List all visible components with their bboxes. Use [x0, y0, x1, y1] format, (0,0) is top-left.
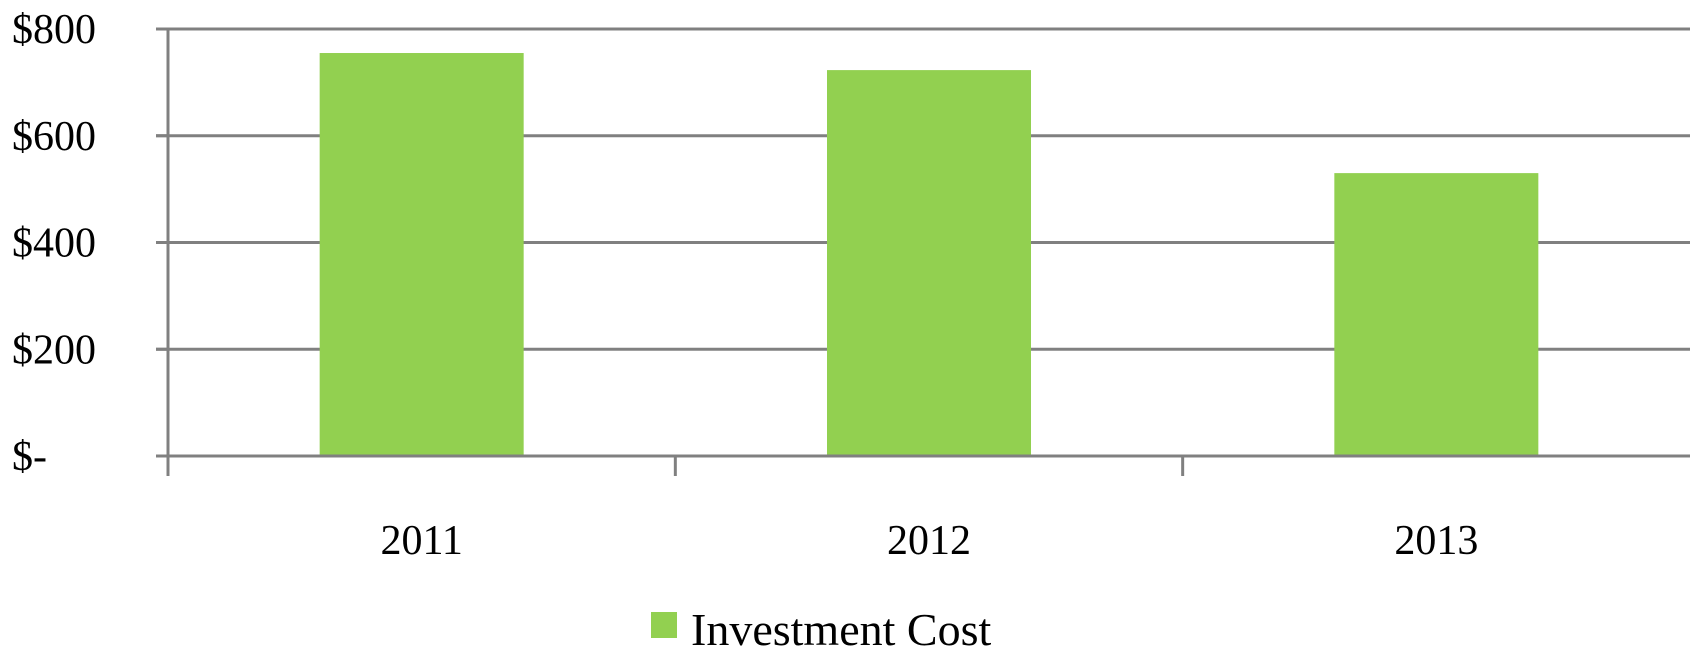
y-tick-label-0: $-	[12, 434, 47, 480]
bar-2013	[1334, 173, 1539, 457]
x-tick-label-2012: 2012	[887, 518, 971, 564]
y-tick-label-800: $800	[12, 7, 96, 53]
bars	[319, 53, 1539, 457]
bar-2012	[827, 70, 1031, 456]
x-tick-labels: 2011 2012 2013	[380, 518, 1478, 564]
x-tick-label-2013: 2013	[1394, 518, 1478, 564]
y-tick-label-200: $200	[12, 327, 96, 373]
x-tick-label-2011: 2011	[380, 518, 462, 564]
legend-swatch-investment-cost	[651, 612, 677, 638]
legend-label-investment-cost: Investment Cost	[691, 604, 991, 654]
y-tick-label-400: $400	[12, 221, 96, 267]
y-tick-label-600: $600	[12, 114, 96, 160]
axes	[156, 27, 1690, 476]
y-tick-labels: $- $200 $400 $600 $800	[12, 7, 96, 480]
legend: Investment Cost	[651, 604, 991, 654]
bar-2011	[319, 53, 524, 457]
